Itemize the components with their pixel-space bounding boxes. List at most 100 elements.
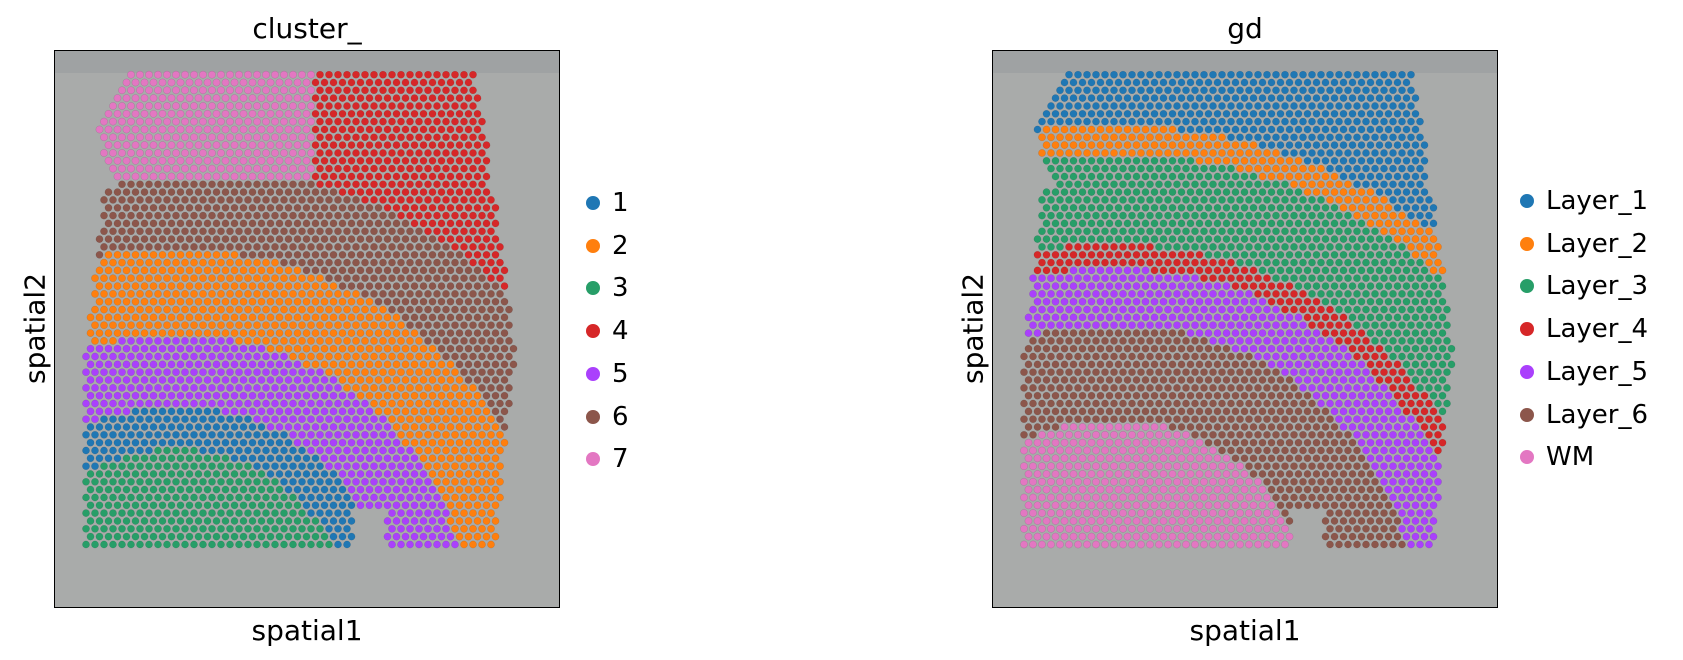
spot — [1303, 423, 1312, 431]
spot — [1236, 149, 1244, 157]
spot — [163, 290, 171, 298]
spot — [145, 290, 153, 298]
spot — [163, 133, 171, 142]
spot — [1222, 313, 1231, 322]
spot — [1312, 297, 1321, 306]
spot — [352, 102, 360, 110]
spot — [1330, 250, 1339, 259]
spot — [244, 415, 252, 424]
spot — [1335, 117, 1343, 126]
spot — [1263, 446, 1271, 455]
spot — [1038, 196, 1046, 204]
spot — [1393, 172, 1402, 181]
spot — [1047, 274, 1055, 283]
spot — [469, 321, 477, 330]
spot — [1249, 219, 1258, 228]
spot — [1110, 180, 1118, 189]
spot — [1119, 227, 1127, 236]
spot — [203, 376, 212, 384]
spot — [424, 321, 432, 330]
spot — [221, 94, 230, 102]
spot — [473, 344, 482, 353]
spot — [199, 384, 207, 392]
spot — [208, 102, 216, 110]
spot — [455, 94, 464, 102]
spot — [1155, 368, 1163, 377]
spot — [419, 470, 428, 478]
spot — [293, 203, 302, 212]
spot — [1038, 211, 1046, 220]
spot — [1308, 164, 1316, 173]
spot — [401, 172, 410, 181]
spot — [203, 235, 212, 243]
spot — [428, 532, 437, 541]
spot — [289, 102, 297, 110]
spot — [316, 149, 324, 157]
spot — [1393, 203, 1402, 212]
spot — [158, 517, 167, 525]
spot — [266, 203, 275, 212]
spot — [131, 376, 140, 384]
spot — [280, 509, 288, 517]
spot — [122, 391, 131, 400]
spot — [446, 141, 455, 149]
spot — [1429, 391, 1438, 400]
spot — [284, 282, 293, 290]
spot — [1087, 203, 1096, 212]
spot — [1173, 117, 1181, 126]
spot — [473, 109, 482, 118]
spot — [1263, 227, 1271, 236]
spot — [478, 196, 486, 204]
spot — [185, 423, 194, 431]
spot — [217, 524, 225, 533]
spot — [302, 266, 311, 275]
spot — [154, 384, 162, 392]
spot — [478, 243, 486, 251]
spot — [1312, 391, 1321, 400]
spot — [1335, 415, 1343, 424]
spot — [1375, 172, 1384, 181]
spot — [194, 156, 203, 165]
spot — [1065, 321, 1073, 330]
spot — [230, 266, 239, 275]
spot — [253, 509, 261, 517]
spot — [1317, 102, 1325, 110]
spot — [100, 196, 108, 204]
spot — [253, 337, 261, 345]
spot — [1177, 376, 1186, 384]
spot — [1128, 446, 1136, 455]
spot — [469, 430, 477, 439]
spot — [212, 517, 221, 525]
spot — [1186, 329, 1195, 337]
spot — [352, 384, 360, 392]
spot — [379, 274, 387, 283]
spot — [1299, 430, 1307, 439]
spot — [1348, 360, 1357, 369]
spot — [1177, 454, 1186, 463]
spot — [1267, 156, 1276, 165]
spot — [298, 321, 306, 330]
spot — [253, 149, 261, 157]
spot — [199, 305, 207, 314]
spot — [1258, 125, 1267, 134]
spot — [460, 70, 468, 79]
spot — [1209, 227, 1217, 236]
spot — [316, 102, 324, 110]
spot — [370, 321, 378, 330]
spot — [1272, 399, 1280, 408]
spot — [469, 211, 477, 220]
spot — [329, 407, 338, 416]
spot — [1123, 266, 1132, 275]
spot — [374, 344, 383, 353]
spot — [1110, 430, 1118, 439]
spot — [271, 415, 279, 424]
spot — [473, 219, 482, 228]
spot — [248, 454, 257, 463]
spot — [1249, 266, 1258, 275]
spot — [352, 462, 360, 471]
spot — [1317, 337, 1325, 345]
spot — [1051, 250, 1060, 259]
spot — [172, 102, 180, 110]
spot — [1312, 313, 1321, 322]
spot — [388, 462, 396, 471]
